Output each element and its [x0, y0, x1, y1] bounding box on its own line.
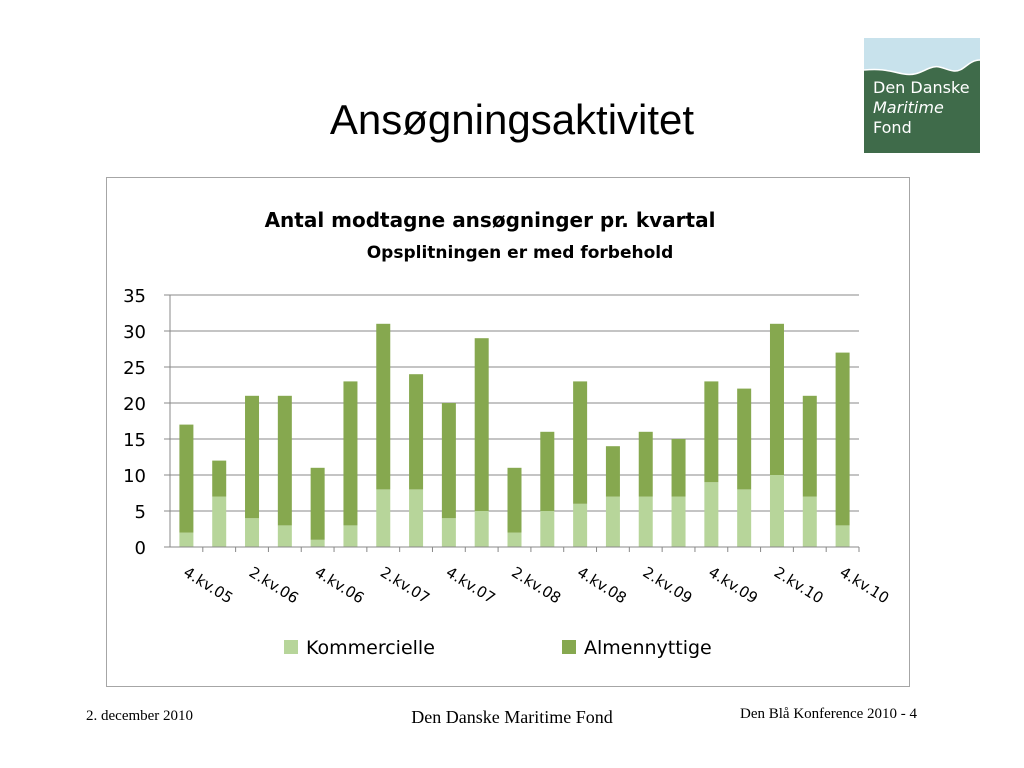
- y-tick-label: 5: [135, 502, 146, 523]
- bar-kommercielle-2.kv.07: [376, 489, 391, 547]
- bar-almennyttige-2.kv.06: [245, 395, 260, 519]
- bar-kommercielle-3.kv.10: [802, 496, 817, 547]
- x-tick-label: 4.kv.10: [836, 563, 892, 607]
- y-tick-label: 15: [123, 430, 146, 451]
- bar-kommercielle-1.kv.10: [737, 489, 752, 547]
- y-tick-label: 30: [123, 322, 146, 343]
- bar-kommercielle-3.kv.06: [277, 525, 292, 547]
- fund-logo: Den Danske Maritime Fond: [864, 38, 980, 153]
- bar-almennyttige-1.kv.09: [605, 446, 620, 497]
- bar-almennyttige-3.kv.07: [409, 374, 424, 490]
- legend-swatch-kommercielle: [284, 640, 298, 654]
- bar-almennyttige-1.kv.10: [737, 388, 752, 490]
- legend-label-kommercielle: Kommercielle: [306, 637, 435, 659]
- bar-almennyttige-3.kv.08: [540, 431, 555, 511]
- bar-kommercielle-2.kv.09: [638, 496, 653, 547]
- bars: [179, 323, 850, 547]
- y-tick-label: 0: [135, 538, 146, 559]
- legend-swatch-almennyttige: [562, 640, 576, 654]
- x-tick-label: 2.kv.10: [771, 563, 827, 607]
- bar-almennyttige-4.kv.10: [835, 352, 850, 526]
- footer-date: 2. december 2010: [86, 708, 194, 724]
- bar-almennyttige-3.kv.10: [802, 395, 817, 497]
- bar-almennyttige-3.kv.09: [671, 439, 686, 497]
- bar-almennyttige-2.kv.10: [769, 323, 784, 475]
- bar-kommercielle-4.kv.05: [179, 532, 194, 547]
- bar-kommercielle-4.kv.09: [704, 482, 719, 547]
- chart-svg: Antal modtagne ansøgninger pr. kvartal O…: [123, 208, 892, 659]
- x-tick-label: 4.kv.09: [705, 563, 761, 607]
- bar-kommercielle-1.kv.09: [605, 496, 620, 547]
- chart-container: Antal modtagne ansøgninger pr. kvartal O…: [106, 177, 910, 687]
- bar-kommercielle-1.kv.07: [343, 525, 358, 547]
- bar-kommercielle-2.kv.06: [245, 518, 260, 547]
- bar-kommercielle-4.kv.07: [441, 518, 456, 547]
- bar-almennyttige-4.kv.08: [573, 381, 588, 504]
- bar-almennyttige-1.kv.06: [212, 460, 227, 497]
- bar-kommercielle-4.kv.06: [310, 539, 325, 547]
- logo-line-1: Den Danske: [873, 78, 970, 97]
- slide-title: Ansøgningsaktivitet: [329, 96, 695, 143]
- bar-almennyttige-1.kv.07: [343, 381, 358, 526]
- chart-subtitle: Opsplitningen er med forbehold: [367, 243, 674, 263]
- y-tick-label: 10: [123, 466, 146, 487]
- x-tick-label: 4.kv.08: [574, 563, 630, 607]
- bar-almennyttige-4.kv.09: [704, 381, 719, 483]
- bar-almennyttige-1.kv.08: [474, 338, 489, 511]
- x-tick-label: 2.kv.06: [246, 563, 302, 607]
- bar-kommercielle-4.kv.10: [835, 525, 850, 547]
- bar-almennyttige-2.kv.09: [638, 431, 653, 497]
- logo-wave-graphic: [864, 38, 980, 76]
- bar-almennyttige-4.kv.06: [310, 467, 325, 540]
- logo-line-3: Fond: [873, 118, 912, 137]
- bar-almennyttige-4.kv.05: [179, 424, 194, 533]
- bar-kommercielle-3.kv.09: [671, 496, 686, 547]
- y-tick-label: 35: [123, 286, 146, 307]
- chart-title: Antal modtagne ansøgninger pr. kvartal: [265, 208, 716, 232]
- legend: Kommercielle Almennyttige: [284, 637, 712, 659]
- x-tick-label: 4.kv.05: [180, 563, 236, 607]
- x-tick-label: 4.kv.07: [443, 563, 499, 607]
- bar-kommercielle-1.kv.06: [212, 496, 227, 547]
- logo-line-2: Maritime: [873, 98, 944, 117]
- bar-kommercielle-1.kv.08: [474, 511, 489, 547]
- x-tick-label: 2.kv.08: [508, 563, 564, 607]
- bar-almennyttige-4.kv.07: [441, 403, 456, 519]
- bar-kommercielle-3.kv.08: [540, 511, 555, 547]
- x-tick-label: 2.kv.07: [377, 563, 433, 607]
- bar-almennyttige-3.kv.06: [277, 395, 292, 526]
- bar-kommercielle-4.kv.08: [573, 503, 588, 547]
- bar-almennyttige-2.kv.08: [507, 467, 522, 533]
- footer-conference: Den Blå Konference 2010 - 4: [740, 706, 918, 722]
- y-tick-label: 20: [123, 394, 146, 415]
- bar-almennyttige-2.kv.07: [376, 323, 391, 490]
- bar-kommercielle-2.kv.08: [507, 532, 522, 547]
- legend-label-almennyttige: Almennyttige: [584, 637, 712, 659]
- bar-kommercielle-3.kv.07: [409, 489, 424, 547]
- x-tick-label: 2.kv.09: [640, 563, 696, 607]
- footer-org: Den Danske Maritime Fond: [411, 707, 613, 727]
- bar-kommercielle-2.kv.10: [769, 475, 784, 547]
- x-tick-label: 4.kv.06: [312, 563, 368, 607]
- y-tick-label: 25: [123, 358, 146, 379]
